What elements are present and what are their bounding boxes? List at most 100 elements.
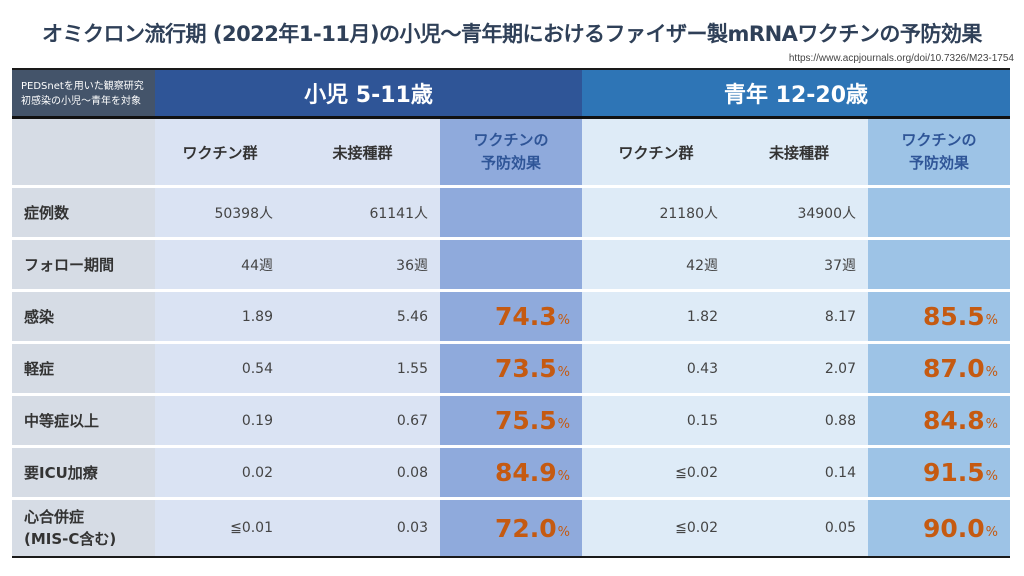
col-header-child-unvaccinated: 未接種群	[285, 119, 440, 185]
cell-child-effect: 72.0%	[440, 500, 582, 556]
cell-child-unvaccinated: 0.08	[285, 448, 440, 497]
cell-child-effect: 74.3%	[440, 292, 582, 341]
cell-child-effect	[440, 240, 582, 289]
row-label-text: フォロー期間	[24, 255, 115, 274]
cell-teen-unvaccinated: 0.05	[730, 500, 868, 556]
cell-child-unvaccinated: 61141人	[285, 188, 440, 237]
percent-sign: %	[985, 469, 998, 484]
effect-value: 91.5	[922, 458, 985, 487]
cell-teen-vaccinated: 0.43	[582, 344, 730, 393]
cell-child-unvaccinated: 0.03	[285, 500, 440, 556]
percent-sign: %	[557, 524, 570, 540]
effect-value: 87.0	[922, 354, 985, 383]
cell-child-vaccinated: 0.54	[155, 344, 285, 393]
cell-child-effect: 84.9%	[440, 448, 582, 497]
cell-child-effect: 73.5%	[440, 344, 582, 393]
row-label-text: 感染	[24, 307, 55, 326]
study-note-line: PEDSnetを用いた観察研究	[21, 81, 144, 92]
percent-sign: %	[557, 417, 570, 432]
cell-teen-vaccinated: 1.82	[582, 292, 730, 341]
effect-value: 72.0	[494, 513, 557, 543]
effect-value: 74.3	[494, 302, 557, 331]
percent-sign: %	[985, 524, 998, 540]
row-label-text: 要ICU加療	[24, 463, 98, 482]
cell-teen-unvaccinated: 0.88	[730, 396, 868, 445]
row-label: 症例数	[12, 188, 155, 237]
cell-teen-effect: 87.0%	[868, 344, 1010, 393]
cell-teen-vaccinated: 0.15	[582, 396, 730, 445]
effect-header-line: ワクチンの	[901, 131, 977, 149]
cell-child-effect: 75.5%	[440, 396, 582, 445]
effect-header-line: 予防効果	[480, 154, 541, 172]
cell-teen-effect: 85.5%	[868, 292, 1010, 341]
percent-sign: %	[557, 365, 570, 380]
effect-value: 84.9	[494, 458, 557, 487]
row-label: 軽症	[12, 344, 155, 393]
row-label: フォロー期間	[12, 240, 155, 289]
effect-header-line: 予防効果	[908, 154, 969, 172]
cell-teen-effect	[868, 240, 1010, 289]
efficacy-table: PEDSnetを用いた観察研究 初感染の小児〜青年を対象 小児 5-11歳 青年…	[12, 68, 1010, 558]
cell-teen-vaccinated: ≦0.02	[582, 500, 730, 556]
cell-child-unvaccinated: 36週	[285, 240, 440, 289]
group-header-child: 小児 5-11歳	[155, 70, 582, 119]
page-title: オミクロン流行期 (2022年1-11月)の小児〜青年期におけるファイザー製mR…	[42, 22, 982, 46]
row-separator	[12, 393, 1010, 396]
row-separator	[12, 445, 1010, 448]
cell-teen-unvaccinated: 8.17	[730, 292, 868, 341]
cell-child-unvaccinated: 1.55	[285, 344, 440, 393]
study-note: PEDSnetを用いた観察研究 初感染の小児〜青年を対象	[12, 70, 155, 119]
col-header-teen-unvaccinated: 未接種群	[730, 119, 868, 185]
cell-child-unvaccinated: 0.67	[285, 396, 440, 445]
effect-value: 90.0	[922, 513, 985, 543]
cell-child-vaccinated: 44週	[155, 240, 285, 289]
cell-teen-unvaccinated: 34900人	[730, 188, 868, 237]
col-header-teen-vaccinated: ワクチン群	[582, 119, 730, 185]
cell-child-vaccinated: 50398人	[155, 188, 285, 237]
effect-header-line: ワクチンの	[473, 131, 549, 149]
percent-sign: %	[985, 313, 998, 328]
header-label-blank	[12, 119, 155, 185]
cell-teen-unvaccinated: 2.07	[730, 344, 868, 393]
row-label: 心合併症 (MIS-C含む)	[12, 500, 155, 556]
row-label-text: 症例数	[24, 203, 70, 222]
cell-child-vaccinated: 0.19	[155, 396, 285, 445]
cell-teen-vaccinated: 42週	[582, 240, 730, 289]
row-separator	[12, 497, 1010, 500]
row-separator	[12, 289, 1010, 292]
cell-child-vaccinated: ≦0.01	[155, 500, 285, 556]
percent-sign: %	[985, 417, 998, 432]
cell-teen-effect	[868, 188, 1010, 237]
effect-value: 84.8	[922, 406, 985, 435]
row-label-text: 心合併症	[24, 508, 85, 526]
row-separator	[12, 341, 1010, 344]
row-separator	[12, 185, 1010, 188]
row-label: 要ICU加療	[12, 448, 155, 497]
percent-sign: %	[557, 313, 570, 328]
cell-child-unvaccinated: 5.46	[285, 292, 440, 341]
col-header-child-effect: ワクチンの 予防効果	[440, 119, 582, 185]
cell-teen-unvaccinated: 0.14	[730, 448, 868, 497]
row-label: 中等症以上	[12, 396, 155, 445]
cell-child-vaccinated: 0.02	[155, 448, 285, 497]
percent-sign: %	[985, 365, 998, 380]
col-header-teen-effect: ワクチンの 予防効果	[868, 119, 1010, 185]
cell-teen-unvaccinated: 37週	[730, 240, 868, 289]
cell-teen-effect: 90.0%	[868, 500, 1010, 556]
row-label-text: (MIS-C含む)	[24, 530, 117, 548]
source-url[interactable]: https://www.acpjournals.org/doi/10.7326/…	[788, 53, 1014, 64]
group-header-teen: 青年 12-20歳	[582, 70, 1010, 119]
row-label-text: 中等症以上	[24, 411, 100, 430]
cell-child-effect	[440, 188, 582, 237]
cell-teen-effect: 91.5%	[868, 448, 1010, 497]
effect-value: 85.5	[922, 302, 985, 331]
study-note-line: 初感染の小児〜青年を対象	[21, 96, 141, 107]
effect-value: 73.5	[494, 354, 557, 383]
cell-teen-effect: 84.8%	[868, 396, 1010, 445]
percent-sign: %	[557, 469, 570, 484]
cell-teen-vaccinated: ≦0.02	[582, 448, 730, 497]
row-label: 感染	[12, 292, 155, 341]
row-label-text: 軽症	[24, 359, 55, 378]
effect-value: 75.5	[494, 406, 557, 435]
cell-teen-vaccinated: 21180人	[582, 188, 730, 237]
